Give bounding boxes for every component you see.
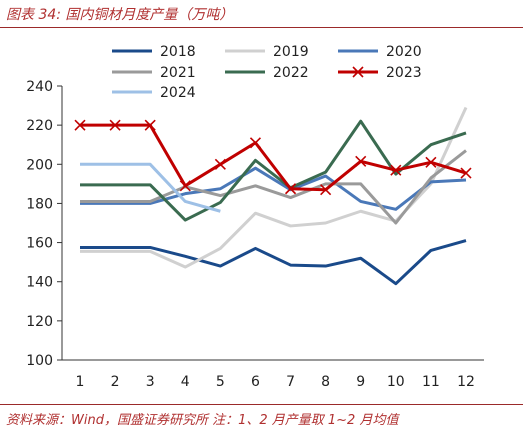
y-tick-label: 120 (26, 314, 53, 330)
legend-item-2024: 2024 (112, 85, 196, 101)
x-tick-label: 2 (111, 374, 120, 390)
legend-item-2019: 2019 (225, 44, 309, 60)
x-tick-label: 5 (216, 374, 225, 390)
legend-label: 2019 (273, 44, 309, 60)
data-point-2023 (144, 119, 156, 131)
x-tick-label: 9 (356, 374, 365, 390)
footer-rule (0, 404, 523, 405)
series-line-2021 (80, 149, 467, 225)
x-tick-label: 8 (321, 374, 330, 390)
data-point-2023 (249, 137, 262, 149)
y-tick-label: 100 (26, 353, 53, 369)
legend-label: 2023 (386, 65, 422, 81)
data-point-2023 (179, 180, 191, 192)
legend-item-2023: 2023 (338, 65, 422, 81)
legend-item-2021: 2021 (112, 65, 196, 81)
source-note: 资料来源：Wind，国盛证券研究所 注：1、2 月产量取 1~2 月均值 (6, 413, 399, 428)
x-tick-label: 12 (457, 374, 475, 390)
x-tick-label: 3 (146, 374, 155, 390)
x-tick-label: 7 (286, 374, 295, 390)
y-tick-label: 220 (26, 118, 53, 134)
legend: 2018 2019 2020 2021 2022 2023 2024 (112, 44, 422, 101)
series-line-2024 (80, 162, 221, 213)
legend-label: 2018 (160, 44, 196, 60)
x-tick-label: 1 (76, 374, 85, 390)
series-line-2018 (80, 239, 467, 286)
data-point-2023 (460, 167, 472, 179)
data-point-2023 (109, 119, 121, 131)
y-tick-label: 140 (26, 275, 53, 291)
legend-label: 2021 (160, 65, 196, 81)
data-point-2023 (355, 155, 367, 167)
legend-label: 2020 (386, 44, 422, 60)
figure-title: 图表 34: 国内铜材月度产量（万吨） (6, 7, 234, 23)
legend-item-2022: 2022 (225, 65, 309, 81)
legend-label: 2024 (160, 85, 196, 101)
y-tick-label: 200 (26, 157, 53, 173)
series-line-2020 (80, 166, 467, 211)
header: 图表 34: 国内铜材月度产量（万吨） (0, 0, 523, 30)
legend-label: 2022 (273, 65, 309, 81)
series-lines (74, 106, 472, 286)
data-point-2023 (390, 164, 402, 176)
y-tick-label: 160 (26, 236, 53, 252)
data-point-2023 (74, 119, 86, 131)
legend-item-2018: 2018 (112, 44, 196, 60)
x-tick-label: 10 (387, 374, 405, 390)
x-tick-label: 11 (422, 374, 440, 390)
series-line-2023 (80, 123, 467, 192)
data-point-2023 (214, 158, 226, 170)
legend-item-2020: 2020 (338, 44, 422, 60)
data-point-2023 (284, 183, 297, 195)
y-tick-label: 240 (26, 79, 53, 95)
data-point-2023 (425, 156, 437, 168)
x-tick-label: 6 (251, 374, 260, 390)
data-point-2023 (320, 184, 332, 196)
y-tick-label: 180 (26, 196, 53, 212)
series-line-2019 (80, 106, 468, 269)
x-tick-label: 4 (181, 374, 190, 390)
header-rule (0, 27, 523, 28)
